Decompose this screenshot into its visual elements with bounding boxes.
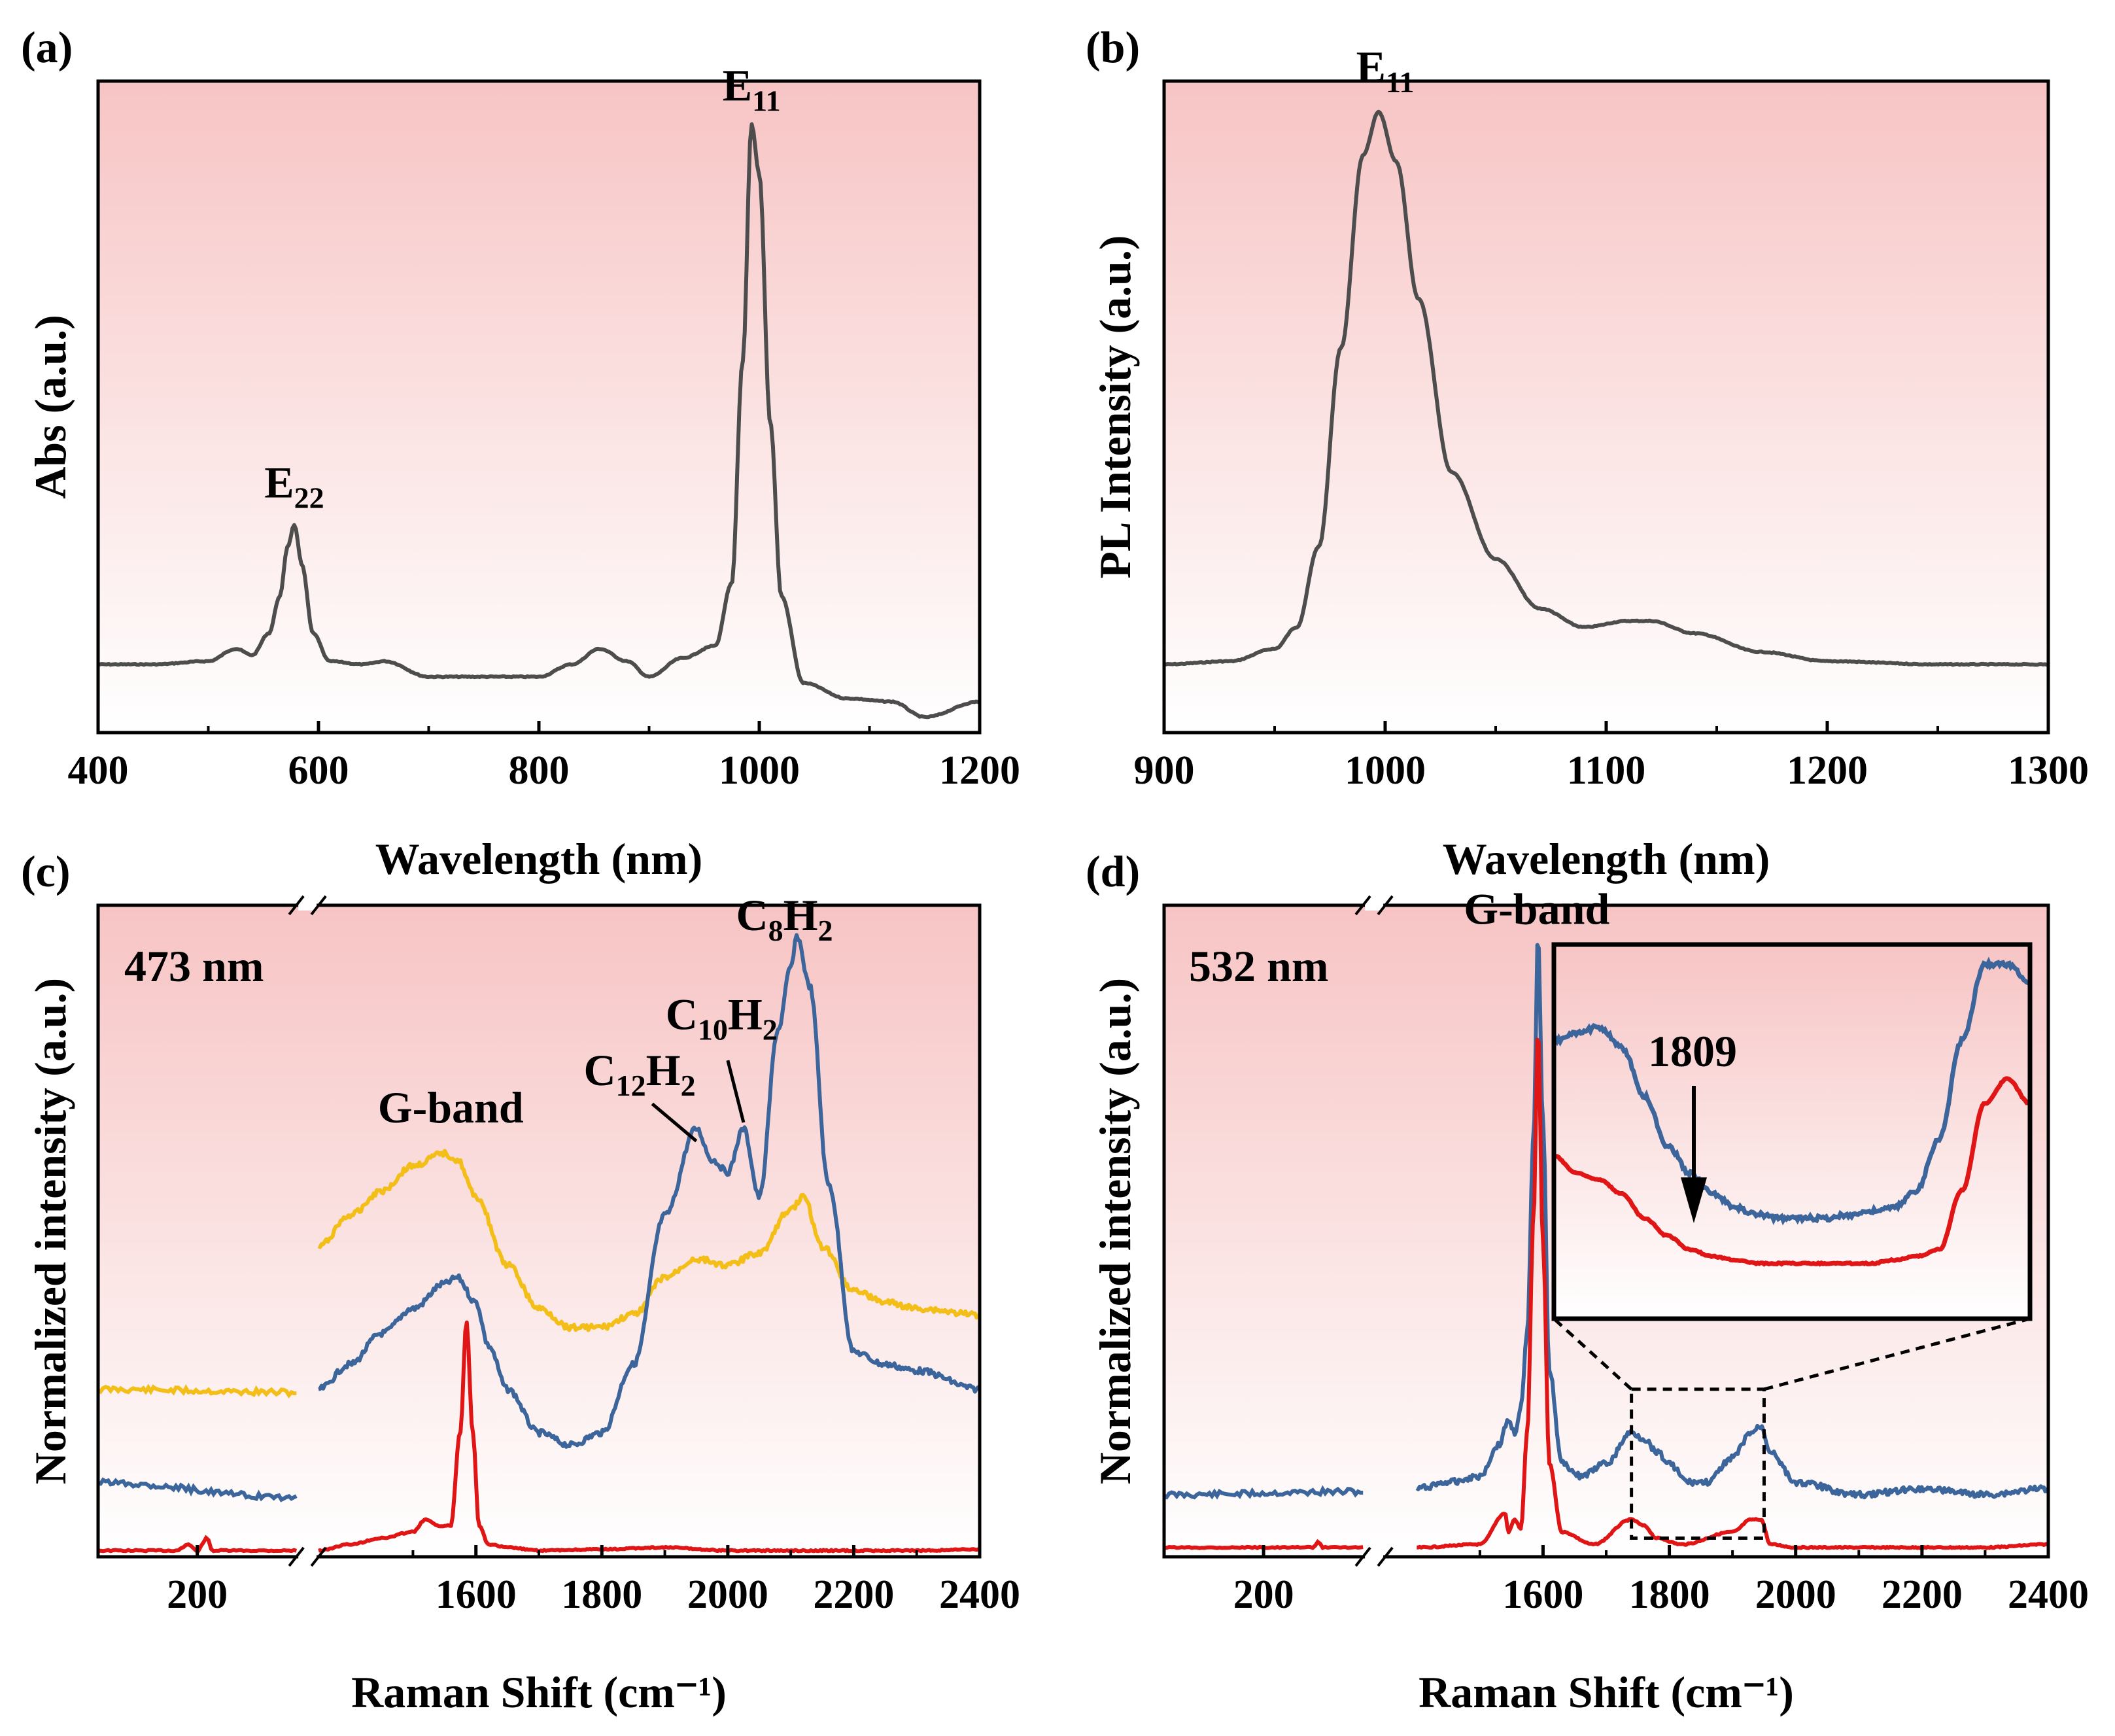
series-line-yellow-low [97, 1383, 297, 1398]
y-axis-label-b: PL Intensity (a.u.) [1090, 235, 1140, 578]
axis-break-mark [1377, 895, 1394, 916]
panel-label-c: (c) [21, 846, 70, 896]
x-tick-label: 1300 [2008, 748, 2089, 793]
x-tick-label: 400 [68, 748, 129, 793]
inset-connector [1553, 1317, 1633, 1391]
peak-annotation: C10H2 [666, 990, 778, 1047]
excitation-label-d: 532 nm [1189, 941, 1328, 991]
x-tick-label: 2200 [1882, 1572, 1963, 1617]
x-tick-label: 1600 [436, 1572, 517, 1617]
inset-frame [1551, 942, 2033, 1321]
excitation-label-c: 473 nm [124, 941, 264, 991]
peak-annotation: E11 [723, 60, 781, 117]
panel-b: (b) E11 900 1000 1100 1200 1300 Wavelength (… [1086, 22, 2089, 884]
x-axis-label-d: Raman Shift (cm⁻¹) [1419, 1667, 1794, 1717]
panel-a: (a) E22 E11 400 600 800 1000 1200 Wavelength … [21, 22, 1020, 884]
inset-background [1554, 945, 2030, 1319]
x-tick-label: 2400 [939, 1572, 1020, 1617]
x-ticks-b: 900 1000 1100 1200 1300 [1134, 721, 2089, 793]
x-tick-label: 1800 [561, 1572, 642, 1617]
peak-annotation: G-band [1464, 884, 1609, 933]
axis-break-gap [1365, 1552, 1384, 1562]
x-tick-label: 1600 [1502, 1572, 1583, 1617]
axis-break-mark [288, 895, 305, 916]
zoom-region-box [1630, 1387, 1766, 1540]
x-tick-label: 2000 [1755, 1572, 1836, 1617]
peak-annotation: E22 [264, 458, 324, 515]
x-tick-label: 2000 [687, 1572, 768, 1617]
inset-d: 1809 [1551, 942, 2033, 1321]
axis-break-mark [310, 1546, 327, 1567]
x-tick-label: 1000 [1345, 748, 1426, 793]
peak-annotation: E11 [1356, 42, 1415, 99]
peak-annotation: C8H2 [736, 890, 833, 947]
x-axis-label-b: Wavelength (nm) [1443, 834, 1770, 884]
peak-annotation: G-band [378, 1083, 524, 1132]
plot-area-d: G-band [1163, 884, 2050, 1551]
x-ticks-a: 400 600 800 1000 1200 [68, 721, 1020, 793]
inset-series-blue [1552, 956, 2032, 1226]
series-line-blue-low [97, 1477, 298, 1502]
axis-break-gap [298, 900, 317, 911]
x-ticks-d: 200 1600 1800 2000 2200 2400 [1233, 895, 2089, 1617]
inset-label-1809: 1809 [1648, 1026, 1737, 1076]
series-line-absorbance [97, 122, 980, 720]
axis-break-gap [1365, 900, 1384, 911]
series-line-blue-high [318, 933, 982, 1449]
x-tick-label: 600 [288, 748, 349, 793]
panel-label-b: (b) [1086, 22, 1140, 72]
x-tick-label: 800 [509, 748, 570, 793]
y-axis-label-d: Normalized intensity (a.u.) [1090, 978, 1140, 1484]
x-tick-label: 2200 [813, 1572, 894, 1617]
panel-label-d: (d) [1086, 846, 1140, 896]
series-line-blue-low [1163, 1485, 1364, 1500]
x-axis-label-a: Wavelength (nm) [375, 834, 703, 884]
axis-break-mark [1354, 1546, 1371, 1567]
axis-break-mark [288, 1546, 305, 1567]
x-axis-label-c: Raman Shift (cm⁻¹) [351, 1667, 727, 1717]
x-tick-label: 1200 [939, 748, 1020, 793]
y-axis-label-c: Normalized intensity (a.u.) [26, 978, 75, 1484]
inset-arrow-head [1681, 1177, 1707, 1223]
x-tick-label: 200 [167, 1572, 228, 1617]
x-ticks-c: 200 1600 1800 2000 2200 2400 [167, 895, 1020, 1617]
series-line-blue-high [1415, 943, 2050, 1500]
inset-series-red [1553, 1076, 2031, 1267]
series-line-pl [1163, 109, 2049, 667]
axis-break-mark [1377, 1546, 1394, 1567]
annotation-pointer [726, 1060, 746, 1123]
axis-break-gap [298, 1552, 317, 1562]
x-tick-label: 200 [1233, 1572, 1294, 1617]
x-tick-label: 1200 [1787, 748, 1868, 793]
series-line-red-high [1416, 1037, 2049, 1550]
axis-break-mark [310, 895, 327, 916]
plot-area-a: E22 E11 [97, 60, 980, 720]
panel-d: (d) G-band 200 1600 1800 2000 2200 2400 532 n… [1086, 846, 2089, 1717]
panel-label-a: (a) [21, 22, 73, 72]
axis-break-mark [1354, 895, 1371, 916]
annotation-pointer [651, 1102, 698, 1143]
x-tick-label: 900 [1134, 748, 1195, 793]
x-tick-label: 1800 [1629, 1572, 1710, 1617]
x-tick-label: 2400 [2008, 1572, 2089, 1617]
y-axis-label-a: Abs (a.u.) [26, 315, 75, 499]
peak-annotation: C12H2 [584, 1045, 696, 1102]
x-tick-label: 1000 [719, 748, 800, 793]
x-tick-label: 1100 [1567, 748, 1646, 793]
series-line-red-high [318, 1320, 980, 1554]
